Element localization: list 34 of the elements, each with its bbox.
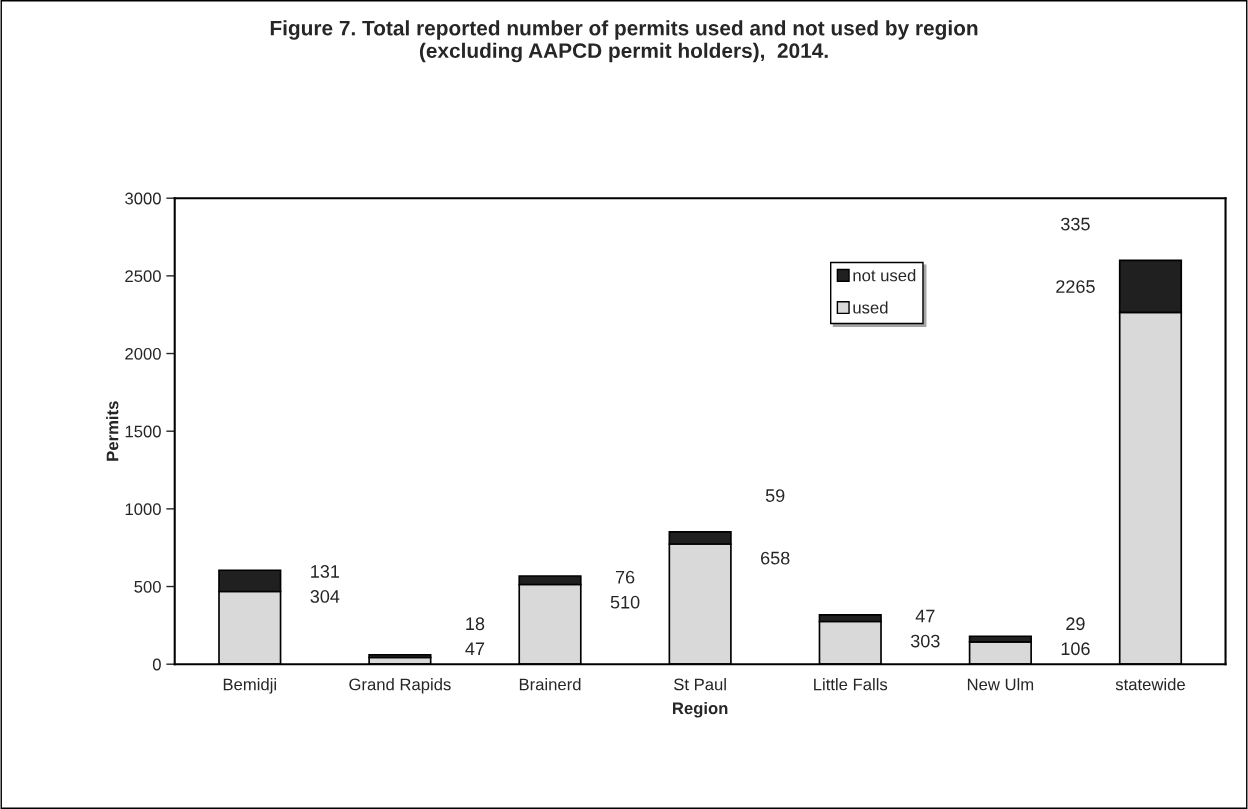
y-tick-label: 1500	[125, 425, 161, 438]
chart-title: Figure 7. Total reported number of permits used and not used by region (excluding AAPCD permit holders), 2014.	[270, 20, 978, 63]
x-tick-label: New Ulm	[967, 678, 1034, 691]
y-tick-label: 2000	[125, 347, 161, 360]
annotation: 47	[915, 609, 935, 623]
annotation: 510	[610, 595, 640, 609]
x-tick-label: statewide	[1115, 678, 1185, 691]
annotation: 658	[761, 551, 790, 565]
annotation: 59	[765, 489, 785, 502]
annotation: 18	[466, 617, 485, 631]
annotation: 303	[910, 634, 940, 648]
x-axis-title: Region	[673, 701, 728, 718]
y-tick-label: 3000	[125, 192, 161, 205]
y-tick-label: 0	[152, 658, 161, 671]
bar	[368, 653, 432, 659]
x-tick-label: St Paul	[674, 678, 726, 691]
y-axis-title: Permits	[106, 401, 119, 461]
annotation: 2265	[1056, 280, 1095, 293]
x-tick-label: Brainerd	[519, 678, 581, 691]
legend-label: used	[853, 301, 888, 314]
y-tick-label: 500	[134, 580, 161, 593]
annotation: 335	[1061, 217, 1090, 231]
annotation: 131	[311, 565, 340, 578]
annotation: 304	[310, 590, 340, 603]
x-tick-label: Little Falls	[814, 678, 888, 691]
annotation: 29	[1066, 617, 1085, 631]
annotation: 47	[465, 642, 485, 655]
annotation: 106	[1061, 642, 1090, 656]
x-tick-label: Grand Rapids	[349, 678, 451, 694]
x-tick-label: Bemidji	[223, 678, 276, 694]
y-tick-label: 2500	[125, 270, 161, 283]
y-tick-label: 1000	[125, 503, 161, 516]
annotation: 76	[615, 570, 635, 584]
legend-label: not used	[853, 269, 916, 282]
